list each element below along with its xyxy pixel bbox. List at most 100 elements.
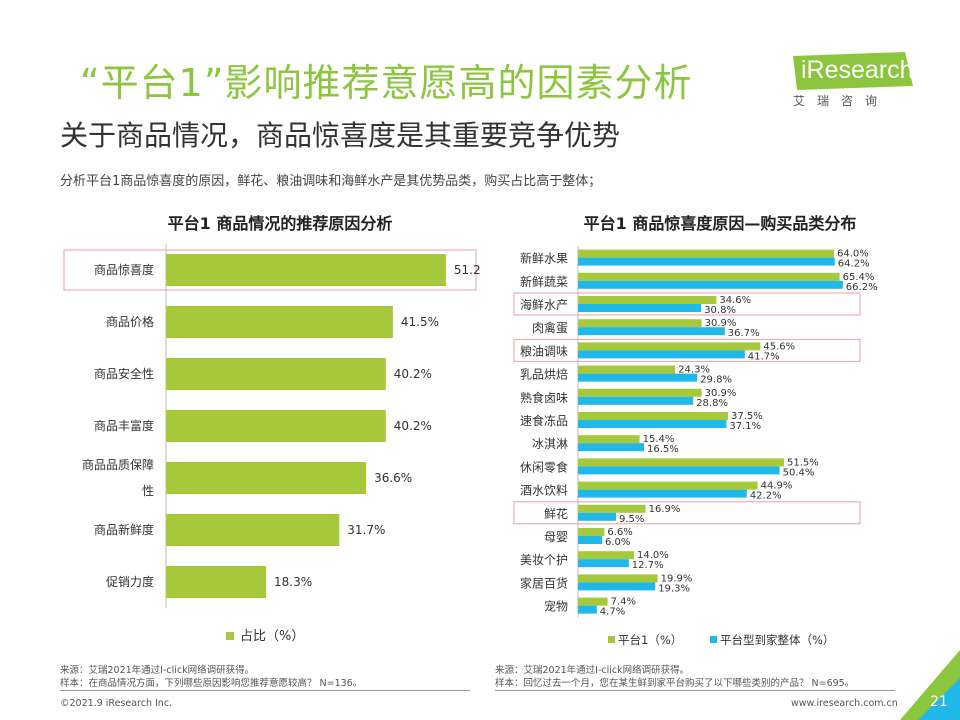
right-bar-overall-6 [578,396,694,405]
left-value-label: 18.3% [274,575,312,589]
right-bar-platform1-1 [578,272,840,281]
right-bar-overall-8 [578,443,644,452]
left-category-label: 商品价格 [106,314,154,329]
right-bar-overall-1 [578,280,843,289]
left-bar-2 [166,358,386,390]
right-value-label-platform1: 15.4% [643,434,675,445]
highlight-box-11 [513,501,861,525]
right-value-label-platform1: 30.9% [705,388,737,399]
right-value-label-overall: 30.8% [704,305,736,316]
left-category-label: 商品丰富度 [94,418,154,433]
right-value-label-platform1: 7.4% [611,597,636,608]
left-category-label: 促销力度 [106,574,154,589]
right-bar-platform1-15 [578,597,608,606]
left-value-label: 40.2% [394,419,432,433]
highlight-box-0 [63,249,477,291]
left-bar-chart: 商品惊喜度 51.2% 商品价格 41.5% 商品安全性 40.2% 商品丰富度 40.2% 商… [63,244,480,644]
right-value-label-overall: 12.7% [632,560,664,571]
left-category-label: 性 [142,484,154,498]
iresearch-logo: iResearch 艾瑞咨询 [793,52,923,112]
right-category-label: 熟食卤味 [520,390,568,405]
right-bar-platform1-12 [578,528,605,536]
corner-decoration [900,650,960,720]
right-value-label-platform1: 24.3% [678,365,710,376]
left-chart-title: 平台1 商品情况的推荐原因分析 [167,214,393,233]
right-bar-overall-10 [578,489,747,498]
right-value-label-overall: 6.0% [605,537,630,548]
right-value-label-platform1: 51.5% [787,457,819,468]
right-category-label: 酒水饮料 [520,484,568,498]
right-bar-platform1-7 [578,412,728,420]
right-bar-overall-9 [578,466,780,475]
right-value-label-overall: 66.2% [846,282,878,293]
left-bar-4 [166,462,367,494]
right-bar-platform1-4 [578,342,761,351]
left-bar-3 [166,410,386,442]
logo-background [793,52,913,90]
right-value-label-platform1: 14.0% [637,550,669,561]
left-footer-divider [60,690,470,691]
left-value-label: 41.5% [401,315,439,329]
left-value-label: 36.6% [374,471,412,485]
website: www.iresearch.com.cn [791,698,898,709]
left-category-label: 商品品质保障 [82,457,154,472]
right-value-label-platform1: 65.4% [843,272,875,283]
right-category-label: 速食冻品 [520,413,568,428]
right-value-label-overall: 29.8% [700,375,732,386]
right-bar-overall-13 [578,559,629,568]
right-legend-label-platform1: 平台1（%） [618,633,682,647]
right-value-label-overall: 50.4% [783,467,815,478]
copyright: ©2021.9 iResearch Inc. [60,698,173,709]
right-bar-overall-3 [578,327,725,336]
logo-subtext: 艾瑞咨询 [793,94,890,108]
right-value-label-overall: 42.2% [750,491,782,502]
right-category-label: 休闲零食 [520,459,568,474]
right-bar-platform1-0 [578,249,834,258]
right-value-label-overall: 41.7% [748,351,780,362]
right-bar-platform1-5 [578,365,676,374]
right-category-label: 海鲜水产 [520,297,568,312]
left-category-label: 商品惊喜度 [94,262,154,277]
right-value-label-platform1: 45.6% [763,341,795,352]
left-bar-1 [166,306,393,338]
left-category-label: 商品新鲜度 [94,522,154,537]
right-footer-divider [495,690,895,691]
right-bar-platform1-8 [578,435,640,444]
right-bar-chart: 新鲜水果 64.0%64.2%新鲜蔬菜 65.4%66.2%海鲜水产 34.6%30.… [513,246,878,647]
right-bar-platform1-3 [578,319,702,328]
right-value-label-platform1: 44.9% [761,481,793,492]
left-bar-5 [166,514,340,546]
left-legend-swatch [226,632,234,640]
right-bar-overall-7 [578,420,727,428]
right-bar-overall-4 [578,350,745,359]
right-category-label: 肉禽蛋 [532,320,568,335]
right-category-label: 母婴 [544,530,568,544]
right-source: 来源：艾瑞2021年通过I-click网络调研获得。 [495,665,690,676]
right-category-label: 乳品烘焙 [520,367,568,382]
right-value-label-platform1: 6.6% [607,527,632,538]
right-value-label-platform1: 19.9% [661,573,693,584]
left-source-note: 来源：艾瑞2021年通过I-click网络调研获得。 样本：在商品情况方面，下列… [60,664,362,690]
right-sample: 样本：回忆过去一个月，您在某生鲜到家平台购买了以下哪些类别的产品？ N=695。 [495,678,855,689]
right-category-label: 冰淇淋 [532,437,568,451]
left-category-label: 商品安全性 [94,366,154,381]
right-value-label-platform1: 34.6% [719,295,751,306]
left-sample: 样本：在商品情况方面，下列哪些原因影响您推荐意愿较高？ N=136。 [60,678,363,689]
right-bar-overall-5 [578,373,698,382]
page-subtitle: 关于商品情况，商品惊喜度是其重要竞争优势 [60,119,621,152]
right-value-label-overall: 28.8% [696,398,728,409]
right-category-label: 家居百货 [520,575,568,590]
logo-text: iResearch [801,56,914,84]
page-description: 分析平台1商品惊喜度的原因，鲜花、粮油调味和海鲜水产是其优势品类，购买占比高于整… [60,174,602,189]
right-bar-platform1-10 [578,481,758,490]
right-legend-label-overall: 平台型到家整体（%） [720,633,834,647]
left-value-label: 31.7% [347,523,385,537]
right-source-note: 来源：艾瑞2021年通过I-click网络调研获得。 样本：回忆过去一个月，您在… [495,664,854,690]
left-legend-label: 占比（%） [240,629,304,644]
right-bar-overall-12 [578,536,602,544]
right-bar-overall-0 [578,257,835,266]
highlight-box-2 [513,292,861,316]
highlight-box-4 [513,338,861,362]
right-category-label: 新鲜水果 [520,251,568,266]
left-source: 来源：艾瑞2021年通过I-click网络调研获得。 [60,665,255,676]
